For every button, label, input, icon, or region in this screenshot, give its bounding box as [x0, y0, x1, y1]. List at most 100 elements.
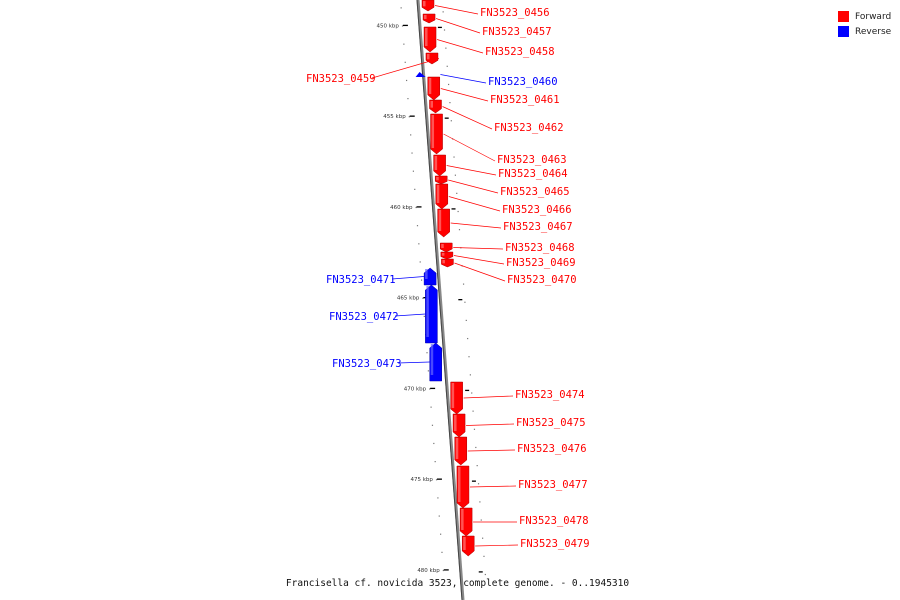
label-leader-line: [436, 39, 484, 54]
minor-tick: [442, 569, 444, 572]
backbone-line: [416, 0, 465, 600]
gene-label-fn3523_0463[interactable]: FN3523_0463: [497, 154, 567, 166]
minor-tick: [411, 152, 413, 154]
gene-label-fn3523_0466[interactable]: FN3523_0466: [502, 204, 572, 216]
minor-tick: [473, 428, 476, 430]
minor-tick: [465, 319, 467, 322]
genome-caption: Francisella cf. novicida 3523, complete …: [285, 578, 630, 589]
gene-label-fn3523_0474[interactable]: FN3523_0474: [515, 389, 585, 401]
gene-feature-fn3523_0460[interactable]: [415, 72, 426, 77]
minor-tick: [420, 279, 423, 281]
minor-tick: [442, 11, 444, 13]
label-leader-line: [475, 544, 519, 547]
gene-highlight: [428, 78, 432, 94]
gene-highlight: [436, 177, 439, 181]
minor-tick: [423, 315, 425, 318]
label-leader-line: [453, 247, 504, 250]
minor-tick: [407, 98, 409, 100]
minor-tick: [484, 573, 486, 576]
gene-label-fn3523_0456[interactable]: FN3523_0456: [480, 7, 550, 19]
tick-label: 450 kbp: [376, 23, 399, 29]
minor-tick: [429, 388, 431, 390]
gene-label-fn3523_0458[interactable]: FN3523_0458: [485, 46, 555, 58]
minor-tick: [449, 102, 451, 104]
minor-tick: [433, 442, 435, 445]
gene-highlight: [438, 210, 442, 231]
gene-highlight: [426, 54, 430, 60]
minor-tick: [435, 479, 438, 481]
gene-label-fn3523_0477[interactable]: FN3523_0477: [518, 479, 588, 491]
minor-tick: [410, 134, 412, 136]
tick-label: 460 kbp: [390, 205, 413, 211]
gene-highlight: [461, 509, 464, 530]
gene-highlight: [442, 260, 445, 264]
gene-label-fn3523_0472[interactable]: FN3523_0472: [329, 311, 399, 323]
reverse-swatch: [838, 26, 849, 37]
gene-highlight: [455, 438, 459, 459]
gene-label-fn3523_0470[interactable]: FN3523_0470: [507, 274, 577, 286]
minor-tick: [457, 210, 459, 213]
minor-tick: [467, 337, 469, 340]
minor-tick: [479, 501, 481, 503]
minor-tick: [471, 392, 473, 394]
gene-label-fn3523_0479[interactable]: FN3523_0479: [520, 538, 590, 550]
tick-label: 475 kbp: [411, 477, 434, 483]
minor-tick: [412, 170, 414, 172]
gene-highlight: [463, 537, 466, 550]
gene-label-fn3523_0478[interactable]: FN3523_0478: [519, 515, 589, 527]
minor-tick: [416, 225, 419, 227]
legend: Forward Reverse: [838, 9, 898, 39]
gene-label-fn3523_0476[interactable]: FN3523_0476: [517, 443, 587, 455]
tick-label: 455 kbp: [383, 114, 406, 120]
gene-label-fn3523_0475[interactable]: FN3523_0475: [516, 417, 586, 429]
label-leader-line: [454, 262, 506, 282]
tick-label: 465 kbp: [397, 296, 420, 302]
minor-tick: [400, 7, 402, 9]
label-leader-line: [435, 18, 481, 34]
minor-tick: [475, 446, 477, 449]
gene-label-fn3523_0469[interactable]: FN3523_0469: [506, 257, 576, 269]
minor-tick: [458, 229, 461, 231]
gene-highlight: [457, 467, 461, 502]
gene-label-fn3523_0467[interactable]: FN3523_0467: [503, 221, 573, 233]
minor-tick: [446, 65, 448, 67]
gene-highlight: [441, 244, 444, 248]
label-leader-line: [469, 485, 517, 488]
label-leader-line: [397, 361, 430, 364]
minor-tick: [453, 156, 455, 158]
gene-highlight: [441, 253, 445, 256]
gene-highlight: [423, 1, 426, 7]
minor-tick: [418, 243, 420, 245]
label-leader-line: [443, 133, 496, 162]
minor-tick: [443, 29, 446, 31]
gene-label-fn3523_0457[interactable]: FN3523_0457: [482, 26, 552, 38]
gene-label-fn3523_0460[interactable]: FN3523_0460: [488, 76, 558, 88]
label-leader-line: [463, 395, 514, 399]
gene-label-fn3523_0462[interactable]: FN3523_0462: [494, 122, 564, 134]
minor-tick: [434, 461, 436, 463]
label-leader-line: [371, 58, 440, 79]
gene-label-fn3523_0465[interactable]: FN3523_0465: [500, 186, 570, 198]
gene-label-fn3523_0464[interactable]: FN3523_0464: [498, 168, 568, 180]
minor-tick: [450, 120, 452, 122]
minor-tick: [472, 410, 474, 412]
legend-forward: Forward: [838, 9, 898, 24]
label-leader-line: [450, 222, 502, 229]
gene-label-fn3523_0473[interactable]: FN3523_0473: [332, 358, 402, 370]
gene-label-fn3523_0461[interactable]: FN3523_0461: [490, 94, 560, 106]
minor-tick: [468, 356, 470, 358]
gene-highlight: [424, 15, 427, 19]
gene-label-fn3523_0471[interactable]: FN3523_0471: [326, 274, 396, 286]
minor-tick: [483, 555, 485, 557]
gene-highlight: [425, 269, 428, 279]
gene-highlight: [426, 286, 429, 337]
gene-label-fn3523_0468[interactable]: FN3523_0468: [505, 242, 575, 254]
legend-reverse: Reverse: [838, 24, 898, 39]
gene-highlight: [430, 344, 434, 375]
gene-highlight: [425, 28, 428, 46]
gene-label-fn3523_0459[interactable]: FN3523_0459: [306, 73, 376, 85]
label-leader-line: [440, 88, 489, 102]
minor-tick: [456, 192, 458, 194]
minor-tick: [462, 283, 465, 285]
